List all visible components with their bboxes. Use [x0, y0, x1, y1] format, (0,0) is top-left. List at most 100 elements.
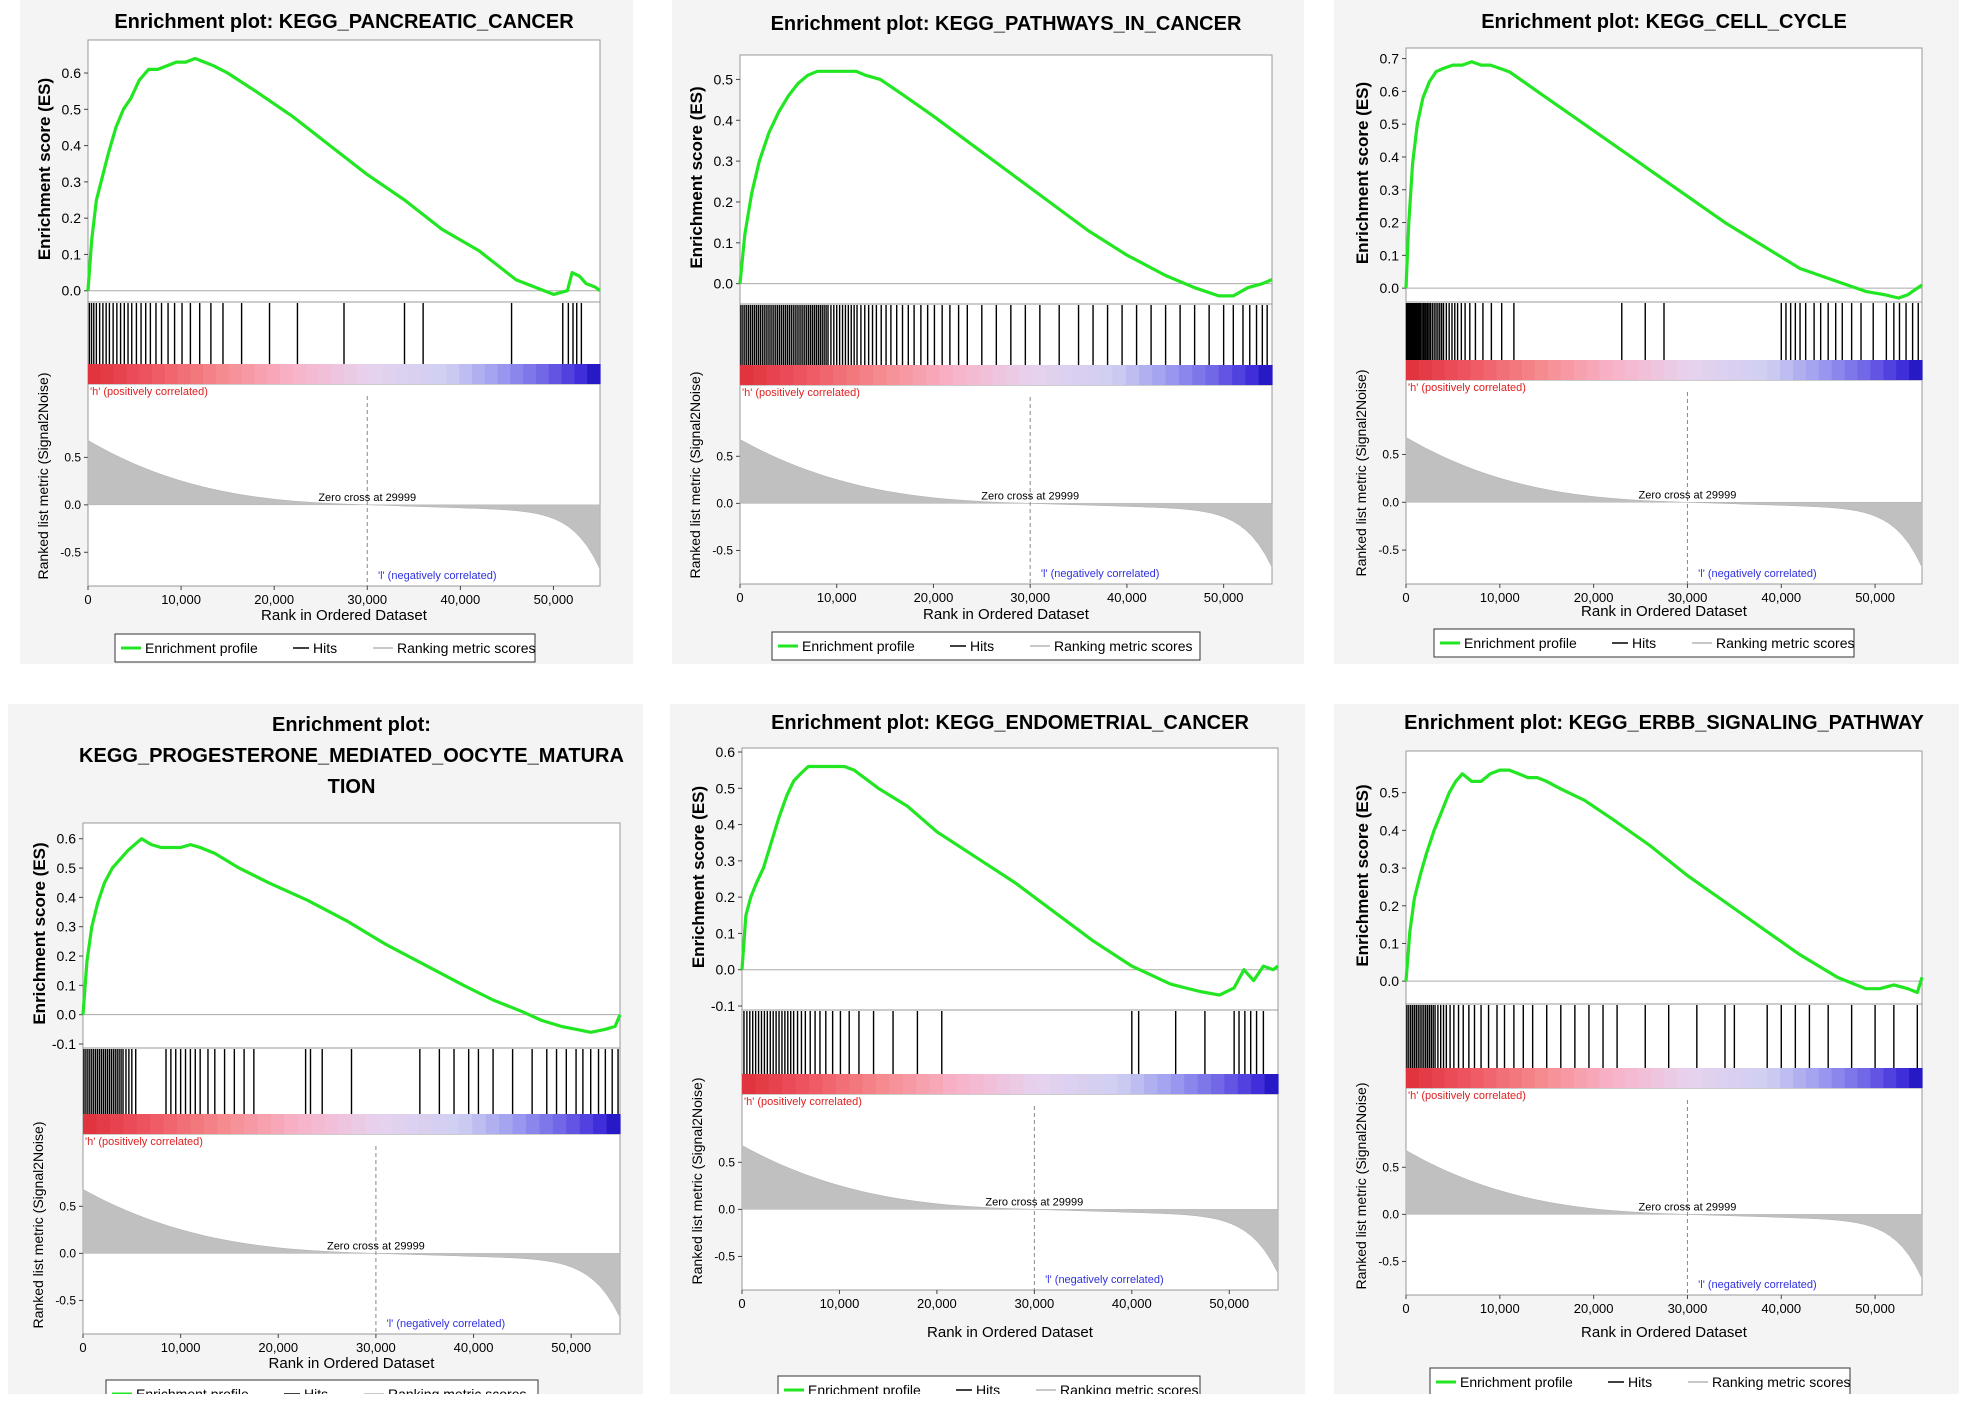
x-tick-label: 0: [84, 592, 91, 607]
es-tick-label: 0.5: [714, 71, 734, 87]
es-tick-label: 0.1: [714, 235, 734, 251]
negative-correlation-label: 'l' (negatively correlated): [1698, 568, 1817, 580]
heat-bar-segment: [766, 365, 781, 385]
legend-metric-label: Ranking metric scores: [388, 1386, 527, 1394]
es-axis-label: Enrichment score (ES): [35, 78, 54, 260]
heat-bar-segment: [1232, 365, 1246, 385]
heat-bar-segment: [1573, 1068, 1588, 1088]
heat-bar-segment: [83, 1114, 98, 1134]
ranking-metric-area: [82, 1188, 621, 1318]
heat-bar-segment: [1197, 1074, 1212, 1094]
heat-bar-segment: [1019, 365, 1034, 385]
heat-bar-segment: [1431, 1068, 1446, 1088]
x-tick-label: 0: [79, 1340, 86, 1355]
heat-bar-segment: [916, 1074, 931, 1094]
es-tick-label: 0.3: [1380, 860, 1400, 876]
es-tick-label: 0.1: [62, 246, 82, 262]
heat-bar-segment: [1245, 365, 1260, 385]
heat-bar-segment: [561, 364, 575, 384]
es-tick-label: 0.1: [57, 977, 77, 993]
x-tick-label: 20,000: [914, 590, 954, 605]
heat-bar-segment: [899, 365, 914, 385]
heat-bar-segment: [1535, 1068, 1549, 1088]
heat-bar-segment: [244, 1114, 259, 1134]
legend-profile-label: Enrichment profile: [136, 1386, 249, 1394]
enrichment-profile-line: [86, 56, 601, 296]
x-axis-label: Rank in Ordered Dataset: [1581, 603, 1748, 620]
heat-bar-segment: [992, 365, 1007, 385]
chart-title: Enrichment plot: KEGG_CELL_CYCLE: [1481, 11, 1847, 33]
x-tick-label: 20,000: [258, 1340, 298, 1355]
heat-bar-segment: [1780, 1068, 1794, 1088]
heat-bar-segment: [1896, 360, 1910, 380]
heat-bar-segment: [873, 365, 887, 385]
es-tick-label: 0.0: [714, 276, 734, 292]
heat-bar-segment: [1406, 360, 1420, 380]
heat-bar-segment: [822, 1074, 837, 1094]
heat-bar-segment: [1090, 1074, 1105, 1094]
heat-bar-segment: [445, 1114, 460, 1134]
legend-box: [777, 1375, 1201, 1394]
es-tick-label: 0.0: [62, 283, 82, 299]
positive-correlation-label: 'h' (positively correlated): [85, 1136, 203, 1148]
legend-profile-label: Enrichment profile: [145, 640, 258, 656]
es-axis-label: Enrichment score (ES): [689, 786, 708, 968]
heat-bar-segment: [472, 1114, 487, 1134]
heat-bar-segment: [1085, 365, 1100, 385]
es-tick-label: 0.6: [716, 744, 736, 760]
heat-bar-segment: [497, 364, 511, 384]
heat-bar-segment: [1077, 1074, 1091, 1094]
heat-bar-segment: [939, 365, 954, 385]
heat-bar-segment: [331, 364, 345, 384]
es-tick-label: 0.3: [716, 853, 736, 869]
x-tick-label: 50,000: [551, 1340, 591, 1355]
legend-hits-label: Hits: [304, 1386, 328, 1394]
es-axis-label: Enrichment score (ES): [30, 842, 49, 1024]
heat-bar-segment: [432, 1114, 447, 1134]
heat-bar-segment: [395, 364, 409, 384]
heat-bar-segment: [952, 365, 967, 385]
heat-bar-segment: [1638, 360, 1652, 380]
es-tick-label: 0.3: [57, 919, 77, 935]
legend-hits-label: Hits: [970, 638, 994, 654]
negative-correlation-label: 'l' (negatively correlated): [1698, 1279, 1817, 1291]
metric-tick-label: -0.5: [55, 1293, 76, 1307]
heat-bar-segment: [164, 364, 179, 384]
x-tick-label: 50,000: [1209, 1296, 1249, 1311]
x-tick-label: 40,000: [1761, 1301, 1801, 1316]
heat-bar-segment: [123, 1114, 138, 1134]
es-tick-label: 0.6: [1380, 83, 1400, 99]
heat-bar-segment: [1112, 365, 1127, 385]
zero-cross-label: Zero cross at 29999: [1639, 1201, 1737, 1213]
legend-box: [114, 633, 536, 663]
heat-bar-segment: [1612, 360, 1626, 380]
heat-bar-segment: [1184, 1074, 1199, 1094]
es-tick-label: 0.3: [714, 153, 734, 169]
metric-tick-label: 0.5: [59, 1199, 76, 1213]
legend-metric-label: Ranking metric scores: [1716, 635, 1855, 651]
legend-box: [1433, 628, 1855, 658]
heat-bar-segment: [1010, 1074, 1024, 1094]
enrichment-profile-line: [1404, 60, 1923, 300]
x-tick-label: 0: [1402, 590, 1409, 605]
es-hits-frame: [741, 747, 1279, 1095]
heat-bar-segment: [1844, 1068, 1859, 1088]
enrichment-profile-line: [740, 764, 1279, 997]
heat-bar-segment: [1444, 360, 1459, 380]
heat-bar-segment: [1099, 365, 1113, 385]
x-tick-label: 0: [1402, 1301, 1409, 1316]
positive-correlation-label: 'h' (positively correlated): [742, 387, 860, 399]
ranking-metric-area: [87, 439, 601, 570]
heat-bar-segment: [177, 364, 191, 384]
heat-bar-segment: [356, 364, 371, 384]
heat-bar-segment: [1258, 365, 1273, 385]
heat-bar-segment: [1664, 1068, 1678, 1088]
metric-tick-label: 0.5: [1382, 1160, 1399, 1174]
heat-bar-segment: [364, 1114, 379, 1134]
heat-bar-segment: [1857, 360, 1871, 380]
metric-tick-label: 0.0: [716, 496, 733, 510]
heat-bar-segment: [1144, 1074, 1158, 1094]
heat-bar-segment: [1130, 1074, 1145, 1094]
heat-bar-segment: [163, 1114, 178, 1134]
heat-bar-segment: [526, 1114, 541, 1134]
